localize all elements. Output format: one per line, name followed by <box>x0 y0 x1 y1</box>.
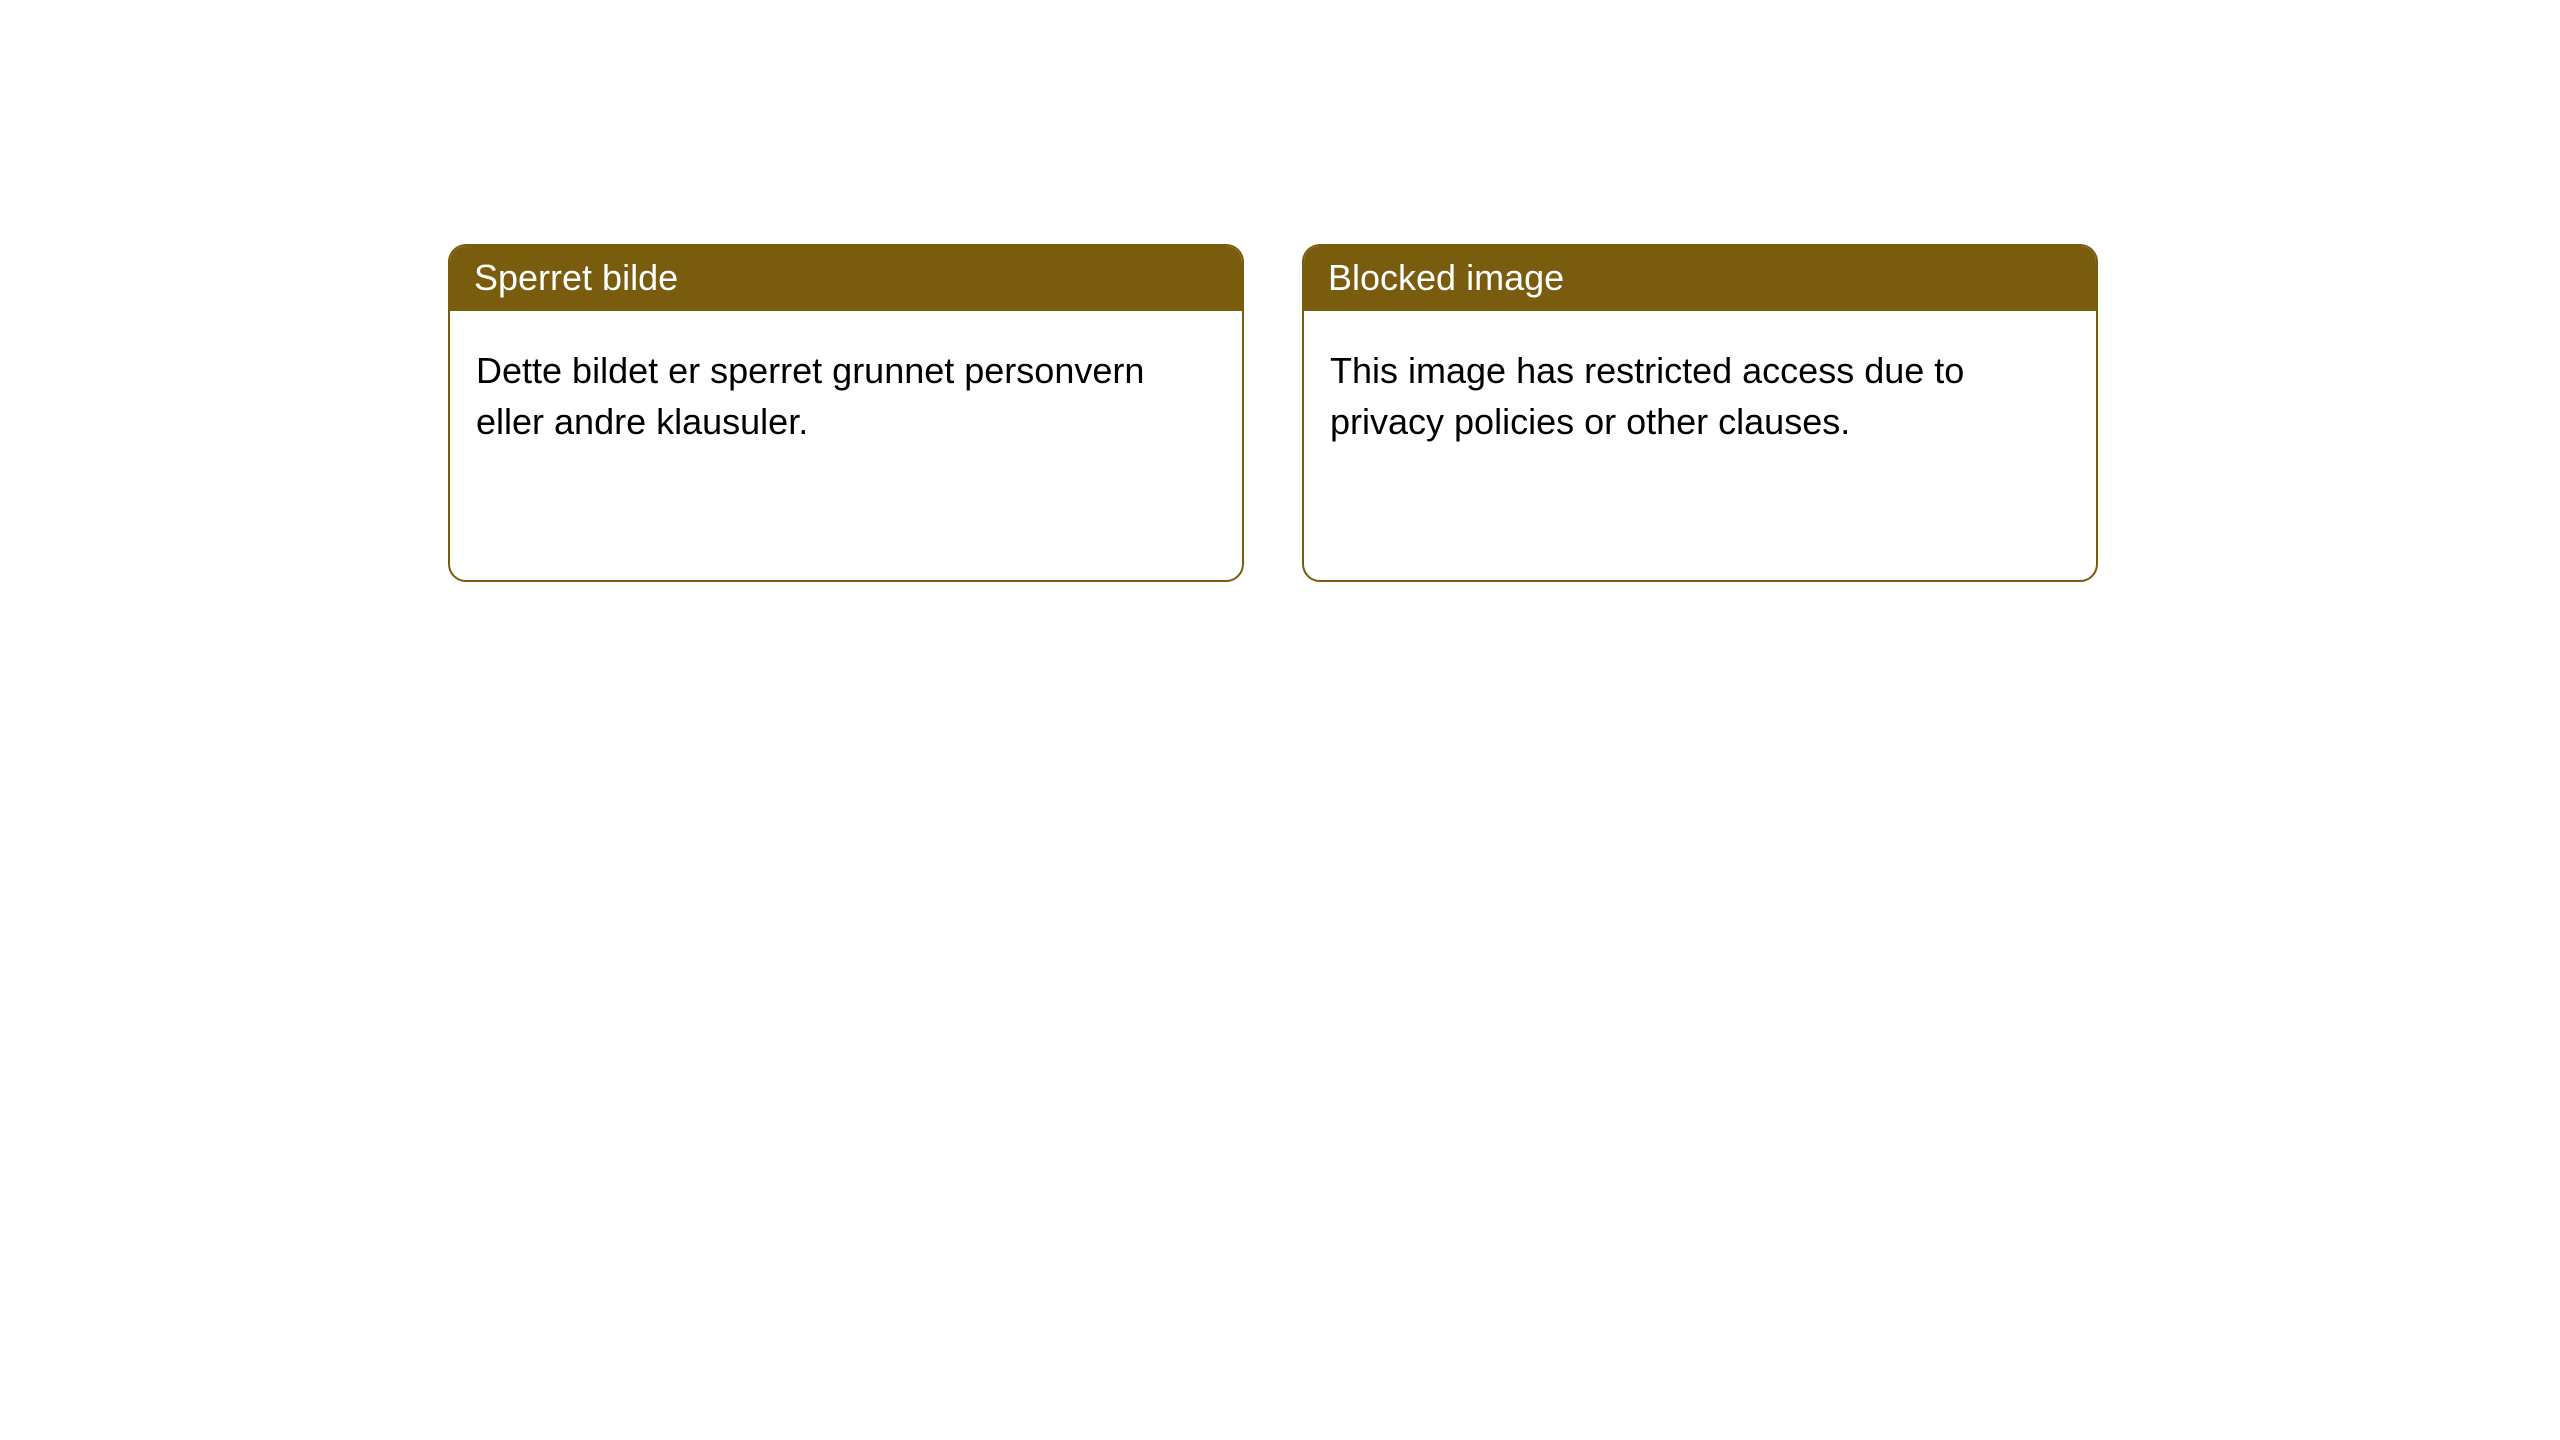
notice-card-title: Blocked image <box>1304 246 2096 311</box>
notice-card-norwegian: Sperret bilde Dette bildet er sperret gr… <box>448 244 1244 582</box>
notice-card-body: Dette bildet er sperret grunnet personve… <box>450 311 1242 481</box>
notice-card-body: This image has restricted access due to … <box>1304 311 2096 481</box>
notice-cards-container: Sperret bilde Dette bildet er sperret gr… <box>0 0 2560 582</box>
notice-card-english: Blocked image This image has restricted … <box>1302 244 2098 582</box>
notice-card-title: Sperret bilde <box>450 246 1242 311</box>
